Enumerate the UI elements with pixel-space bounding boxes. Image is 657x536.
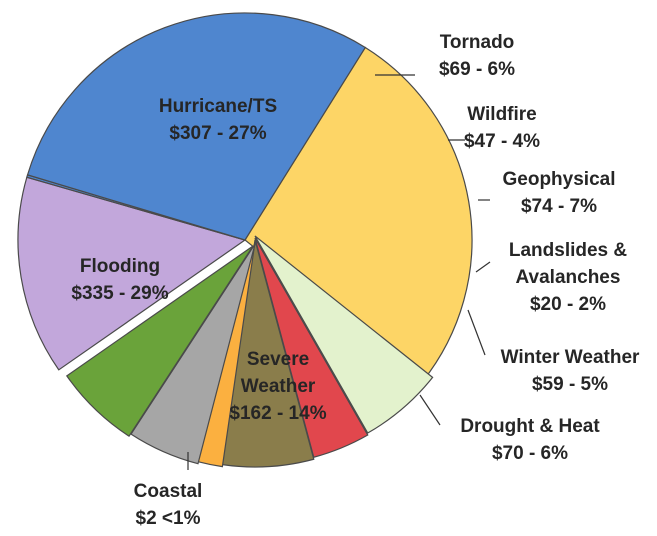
data-label-line: $2 <1% (136, 508, 201, 529)
pie-slices (17, 12, 473, 468)
data-label-line: $335 - 29% (71, 283, 168, 304)
data-label-line: $20 - 2% (530, 294, 606, 315)
leader-line-drought-heat (419, 394, 441, 426)
data-label-line: Drought & Heat (460, 416, 600, 437)
data-label-line: Hurricane/TS (159, 96, 277, 117)
data-label-line: Winter Weather (501, 347, 640, 368)
data-label-hurricane-ts: Hurricane/TS $307 - 27% (159, 96, 277, 144)
data-label-coastal: Coastal $2 <1% (134, 481, 203, 529)
data-label-severe-weather: Severe Weather $162 - 14% (229, 349, 326, 424)
leader-line-landslides-avalanches (475, 261, 491, 273)
leader-line-winter-weather (467, 309, 486, 356)
data-label-line: Coastal (134, 481, 203, 502)
pie-slice-hurricane-ts (244, 46, 473, 383)
data-label-tornado: Tornado $69 - 6% (439, 32, 515, 80)
data-label-line: Avalanches (516, 267, 621, 288)
leader-lines (187, 74, 491, 470)
data-label-landslides-avalanches: Landslides & Avalanches $20 - 2% (509, 240, 628, 315)
data-label-line: $47 - 4% (464, 131, 540, 152)
data-label-line: $69 - 6% (439, 59, 515, 80)
data-label-drought-heat: Drought & Heat $70 - 6% (460, 416, 600, 464)
data-label-line: $162 - 14% (229, 403, 326, 424)
slice-labels: Hurricane/TS $307 - 27% Tornado $69 - 6% Wil… (71, 32, 640, 529)
data-label-geophysical: Geophysical $74 - 7% (503, 169, 616, 217)
pie-slice-flooding (26, 12, 367, 241)
data-label-line: Geophysical (503, 169, 616, 190)
data-label-line: Severe (247, 349, 309, 370)
data-label-winter-weather: Winter Weather $59 - 5% (501, 347, 640, 395)
pie-slice-tornado (254, 235, 434, 434)
data-label-line: $70 - 6% (492, 443, 568, 464)
data-label-line: $307 - 27% (169, 123, 266, 144)
pie-slice-drought-heat (65, 245, 254, 437)
data-label-line: $59 - 5% (532, 374, 608, 395)
data-label-line: Wildfire (467, 104, 537, 125)
pie-slice-winter-weather (130, 243, 256, 465)
data-label-line: Weather (241, 376, 316, 397)
data-label-line: Flooding (80, 256, 160, 277)
data-label-line: Tornado (440, 32, 515, 53)
data-label-wildfire: Wildfire $47 - 4% (464, 104, 540, 152)
pie-slice-severe-weather (17, 176, 247, 371)
data-label-line: Landslides & (509, 240, 628, 261)
data-label-flooding: Flooding $335 - 29% (71, 256, 168, 304)
data-label-line: $74 - 7% (521, 196, 597, 217)
